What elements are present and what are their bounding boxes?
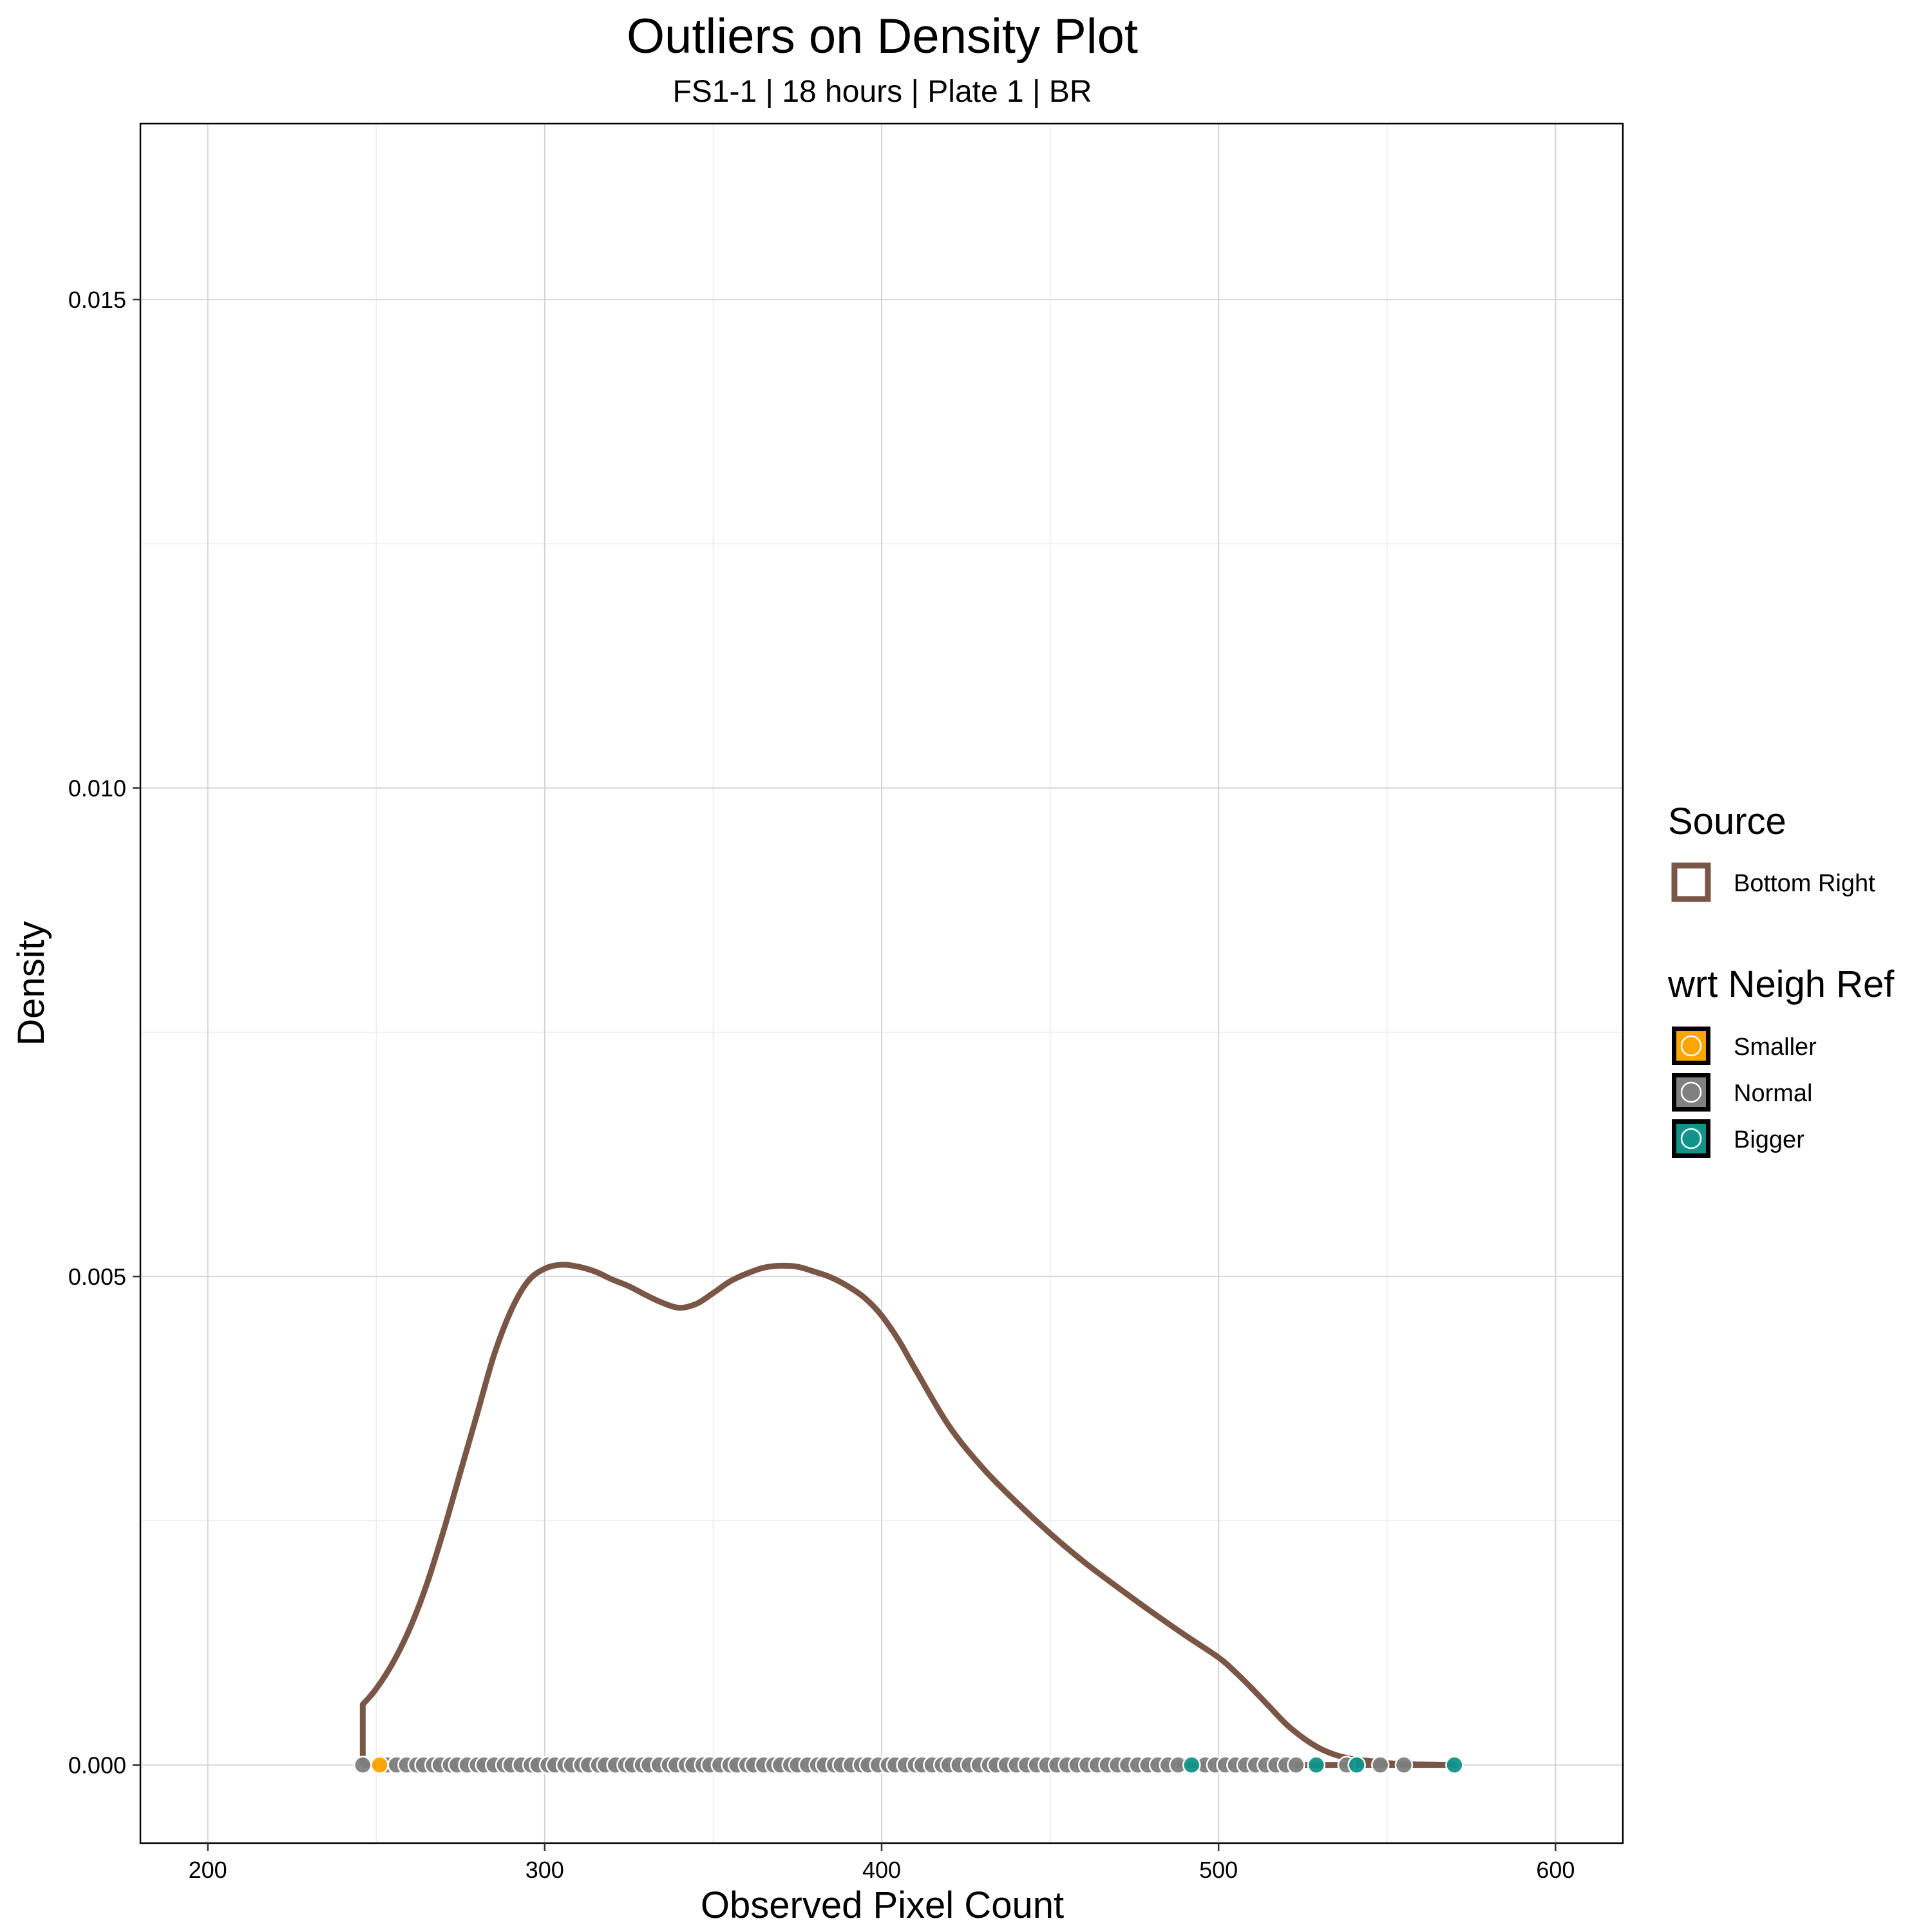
y-axis-ticks: 0.000 0.005 0.010 0.015 [68,287,140,1779]
x-tick-label: 200 [189,1857,227,1883]
x-axis-label: Observed Pixel Count [701,1884,1064,1926]
point-bigger [1307,1756,1326,1774]
grid-lines [140,124,1623,1843]
legend-label-smaller: Smaller [1734,1034,1817,1061]
point-bigger [1347,1756,1366,1774]
point-normal [1394,1756,1414,1774]
x-tick-label: 300 [526,1857,564,1883]
legend-title-neigh-ref: wrt Neigh Ref [1667,963,1895,1005]
point-bigger [1445,1756,1464,1774]
point-smaller [370,1756,389,1774]
density-line-bottom-right [359,1262,1457,1768]
chart-subtitle: FS1-1 | 18 hours | Plate 1 | BR [672,75,1092,109]
y-tick-label: 0.005 [68,1264,126,1290]
point-bigger [1182,1756,1201,1774]
legend-key-smaller-point [1680,1035,1702,1057]
data-points [354,1756,1464,1774]
y-axis-label: Density [10,921,52,1045]
legend-key-bigger-point [1680,1128,1702,1150]
y-tick-label: 0.000 [68,1752,126,1779]
x-tick-label: 500 [1199,1857,1238,1883]
legend-key-normal-point [1680,1081,1702,1103]
x-tick-label: 600 [1536,1857,1575,1883]
legend-key-bottom-right [1671,862,1711,902]
legend-label-bottom-right: Bottom Right [1734,870,1875,897]
x-axis-ticks: 200 300 400 500 600 [189,1843,1575,1883]
point-normal [1371,1756,1390,1774]
x-tick-label: 400 [862,1857,901,1883]
y-tick-label: 0.010 [68,775,126,802]
legend-label-normal: Normal [1734,1080,1812,1107]
point-normal [354,1756,372,1774]
chart-title: Outliers on Density Plot [627,9,1138,64]
legend-label-bigger: Bigger [1734,1126,1804,1153]
legend: Source Bottom Right wrt Neigh Ref Smalle… [1667,800,1895,1158]
point-normal [1287,1756,1305,1774]
legend-title-source: Source [1668,800,1786,842]
y-tick-label: 0.015 [68,287,126,313]
